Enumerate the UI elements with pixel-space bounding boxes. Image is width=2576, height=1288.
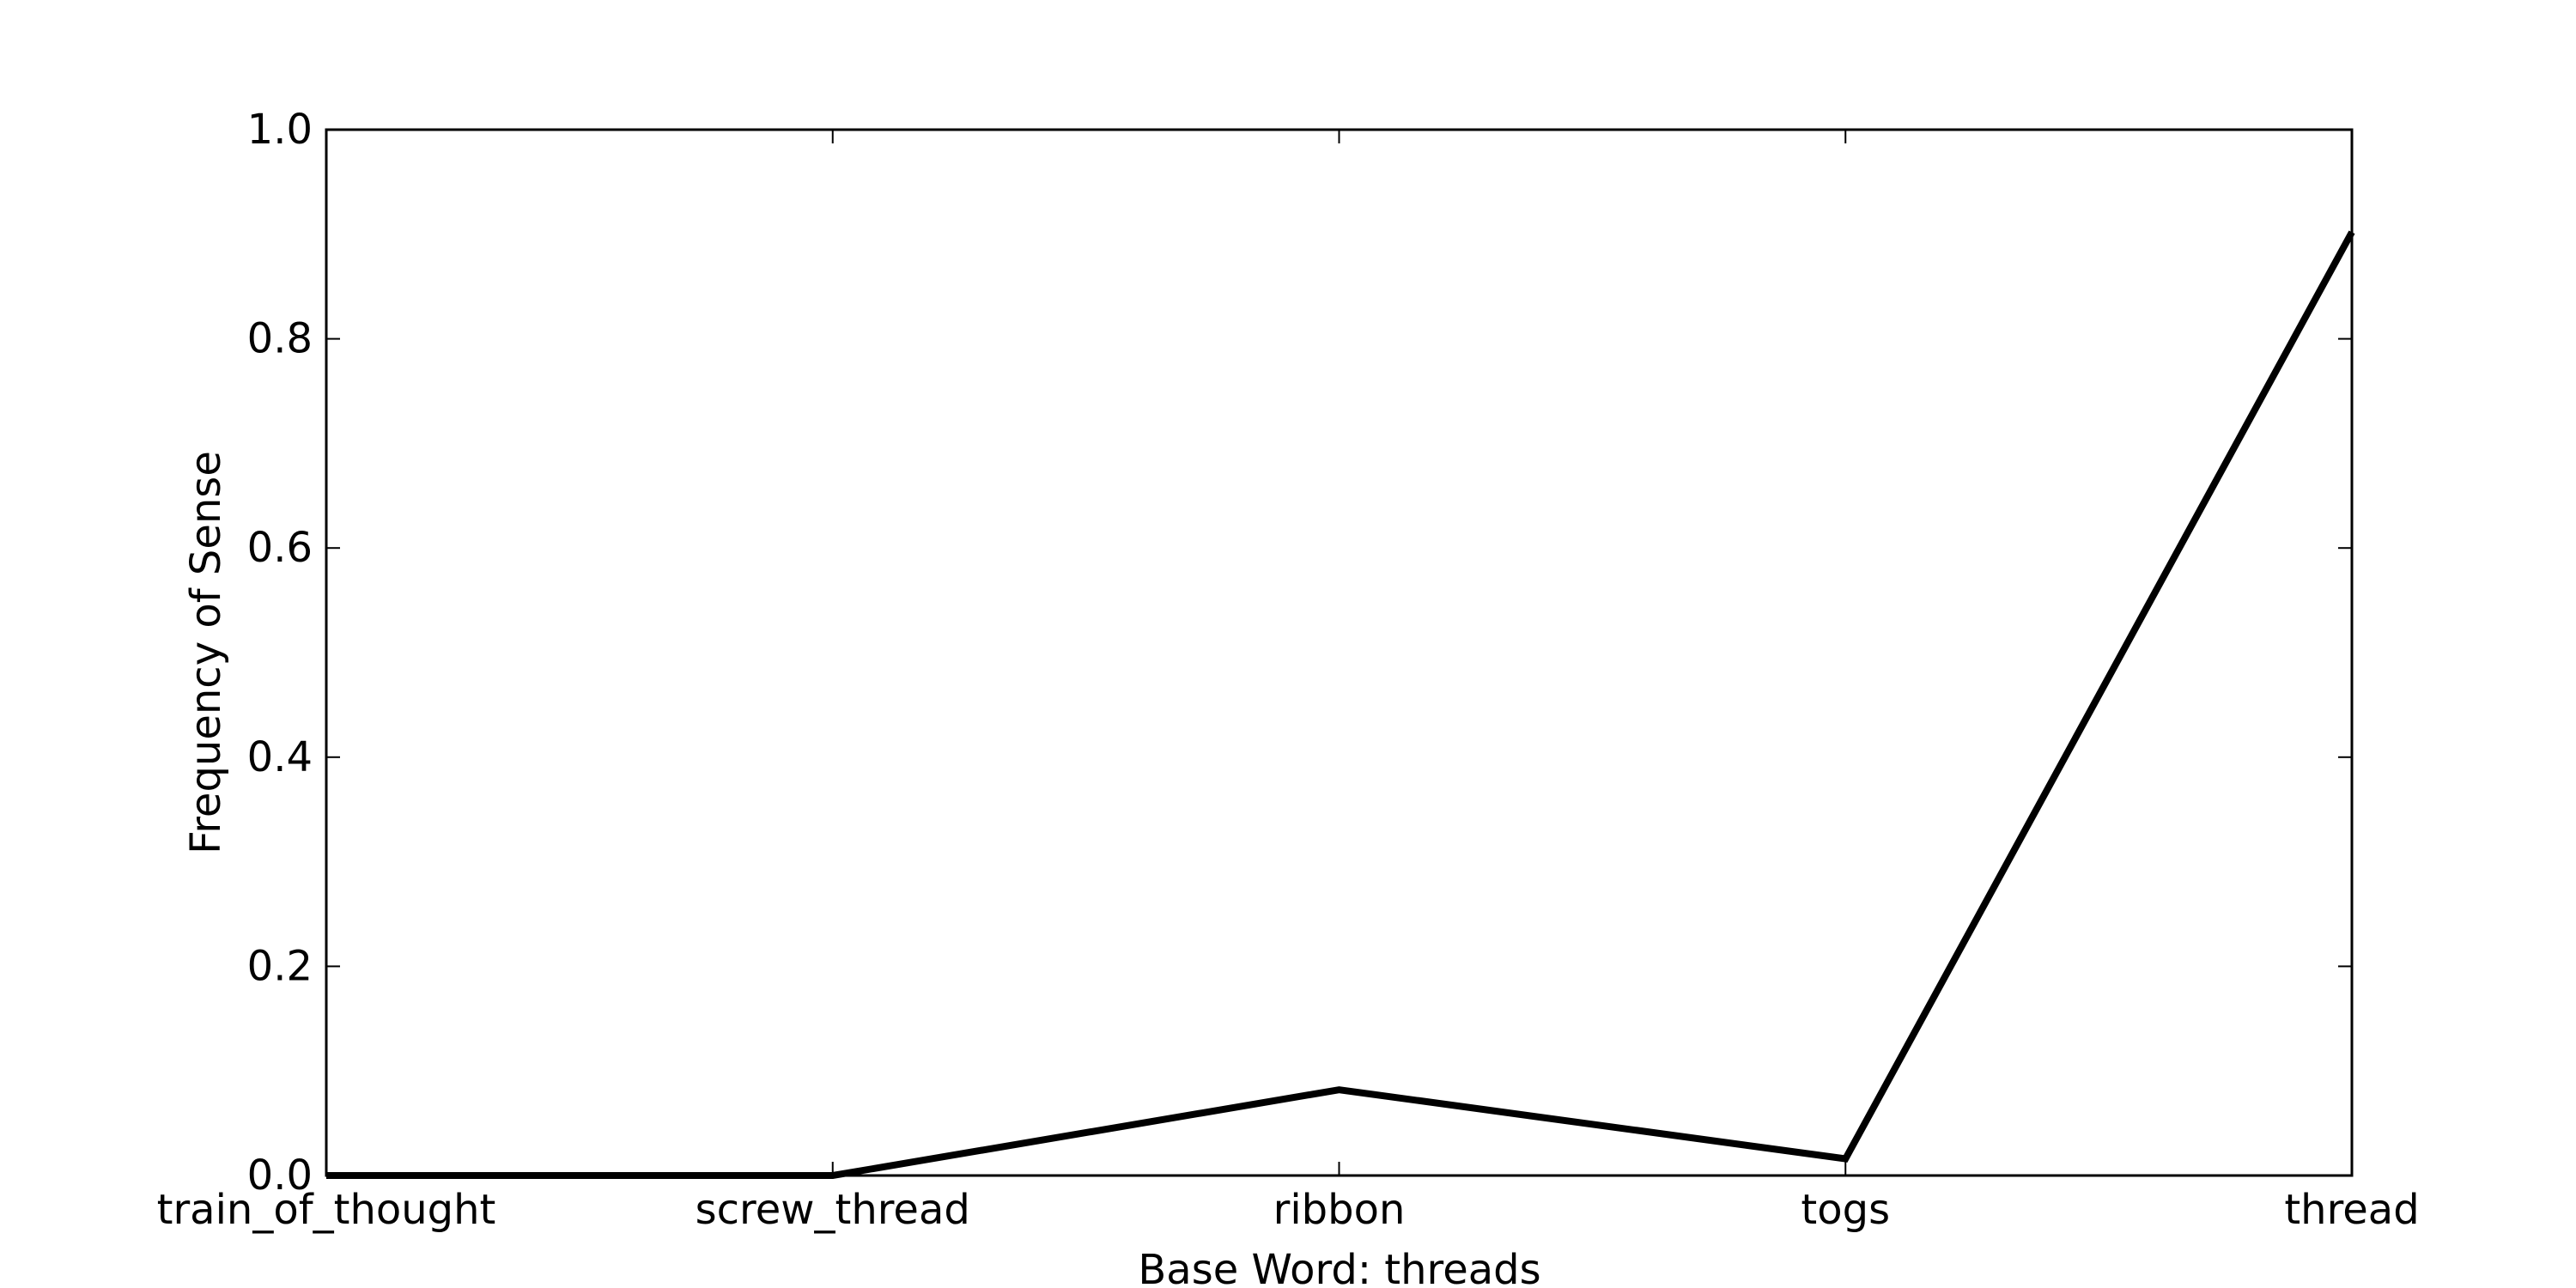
x-tick-label: togs	[1801, 1186, 1890, 1234]
x-tick-label: train_of_thought	[157, 1186, 496, 1234]
y-tick-label: 0.2	[247, 942, 313, 990]
y-tick-label: 0.0	[247, 1151, 313, 1200]
tick-labels: 0.0 0.2 0.4 0.6 0.8 1.0 train_of_thought screw_…	[157, 106, 2420, 1234]
y-tick-label: 0.6	[247, 524, 313, 572]
y-axis-label: Frequency of Sense	[182, 451, 230, 854]
y-tick-label: 0.8	[247, 315, 313, 363]
x-tick-label: thread	[2284, 1186, 2419, 1234]
x-tick-label: ribbon	[1273, 1186, 1406, 1234]
x-tick-label: screw_thread	[696, 1186, 970, 1234]
y-tick-label: 1.0	[247, 106, 313, 154]
plot-frame	[325, 128, 2354, 1177]
x-axis-label: Base Word: threads	[1138, 1246, 1540, 1288]
y-tick-label: 0.4	[247, 733, 313, 781]
